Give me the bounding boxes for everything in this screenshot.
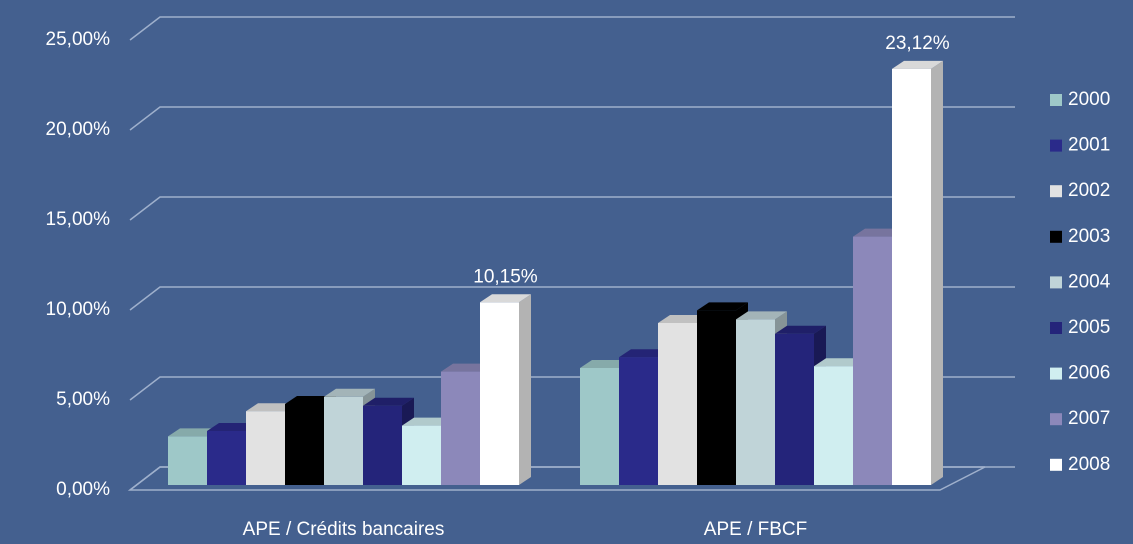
y-tick-label: 10,00% bbox=[46, 299, 111, 320]
bar-top bbox=[480, 294, 531, 303]
y-tick-label: 0,00% bbox=[56, 479, 110, 500]
bar-side bbox=[931, 60, 943, 486]
bar bbox=[363, 405, 402, 485]
bar-top bbox=[814, 358, 865, 367]
bar bbox=[480, 302, 519, 485]
legend-label: 2001 bbox=[1068, 135, 1110, 156]
bar bbox=[697, 310, 736, 485]
bar-top bbox=[853, 228, 904, 237]
y-tick-label: 20,00% bbox=[46, 119, 111, 140]
legend-swatch bbox=[1050, 230, 1062, 243]
legend-label: 2003 bbox=[1068, 226, 1110, 247]
grid-line bbox=[129, 196, 1015, 221]
data-label: 23,12% bbox=[885, 33, 950, 54]
bar bbox=[324, 396, 363, 485]
bar bbox=[658, 323, 697, 485]
legend-label: 2000 bbox=[1068, 89, 1110, 110]
bar-top bbox=[775, 325, 826, 334]
y-tick-label: 25,00% bbox=[46, 29, 111, 50]
legend-label: 2006 bbox=[1068, 363, 1110, 384]
bar-top bbox=[580, 360, 631, 368]
x-tick-label: APE / Crédits bancaires bbox=[243, 519, 445, 540]
bar-top bbox=[168, 428, 219, 437]
legend-swatch bbox=[1050, 413, 1062, 426]
legend-label: 2005 bbox=[1068, 317, 1110, 338]
bar bbox=[168, 436, 207, 485]
bar bbox=[207, 431, 246, 485]
bar bbox=[285, 404, 324, 485]
y-tick-label: 15,00% bbox=[46, 209, 111, 230]
bar-top bbox=[736, 311, 787, 320]
legend-swatch bbox=[1050, 458, 1062, 471]
y-tick-label: 5,00% bbox=[56, 389, 110, 410]
bar-side bbox=[519, 294, 531, 485]
bar bbox=[246, 411, 285, 485]
x-tick-label: APE / FBCF bbox=[704, 519, 807, 540]
bar-top bbox=[619, 349, 670, 358]
bar bbox=[441, 371, 480, 485]
bar-top bbox=[441, 363, 492, 372]
legend-swatch bbox=[1050, 94, 1062, 106]
legend-label: 2008 bbox=[1068, 454, 1110, 475]
bar bbox=[402, 425, 441, 485]
legend-swatch bbox=[1050, 139, 1062, 152]
bar-top bbox=[892, 60, 943, 69]
data-label: 10,15% bbox=[473, 266, 538, 287]
legend-swatch bbox=[1050, 322, 1062, 334]
bar-top bbox=[363, 397, 414, 406]
bar-top bbox=[246, 403, 297, 412]
legend-label: 2002 bbox=[1068, 180, 1110, 201]
legend-label: 2007 bbox=[1068, 408, 1110, 429]
legend-swatch bbox=[1050, 185, 1062, 198]
bar-top bbox=[697, 302, 748, 311]
legend-swatch bbox=[1050, 276, 1062, 289]
legend-label: 2004 bbox=[1068, 271, 1111, 292]
bar-top bbox=[324, 388, 375, 397]
bar bbox=[736, 319, 775, 485]
bar bbox=[814, 366, 853, 485]
legend-swatch bbox=[1050, 367, 1062, 380]
bar bbox=[775, 333, 814, 485]
bar-top bbox=[658, 315, 709, 323]
bar bbox=[853, 236, 892, 485]
grid-line bbox=[129, 16, 1015, 41]
bar-top bbox=[402, 417, 453, 426]
grid-line bbox=[129, 106, 1015, 131]
bar bbox=[580, 368, 619, 485]
bar bbox=[892, 68, 931, 485]
grid-line bbox=[129, 286, 1015, 311]
bar bbox=[619, 357, 658, 485]
bar-top bbox=[285, 396, 336, 404]
bar-top bbox=[207, 423, 258, 431]
